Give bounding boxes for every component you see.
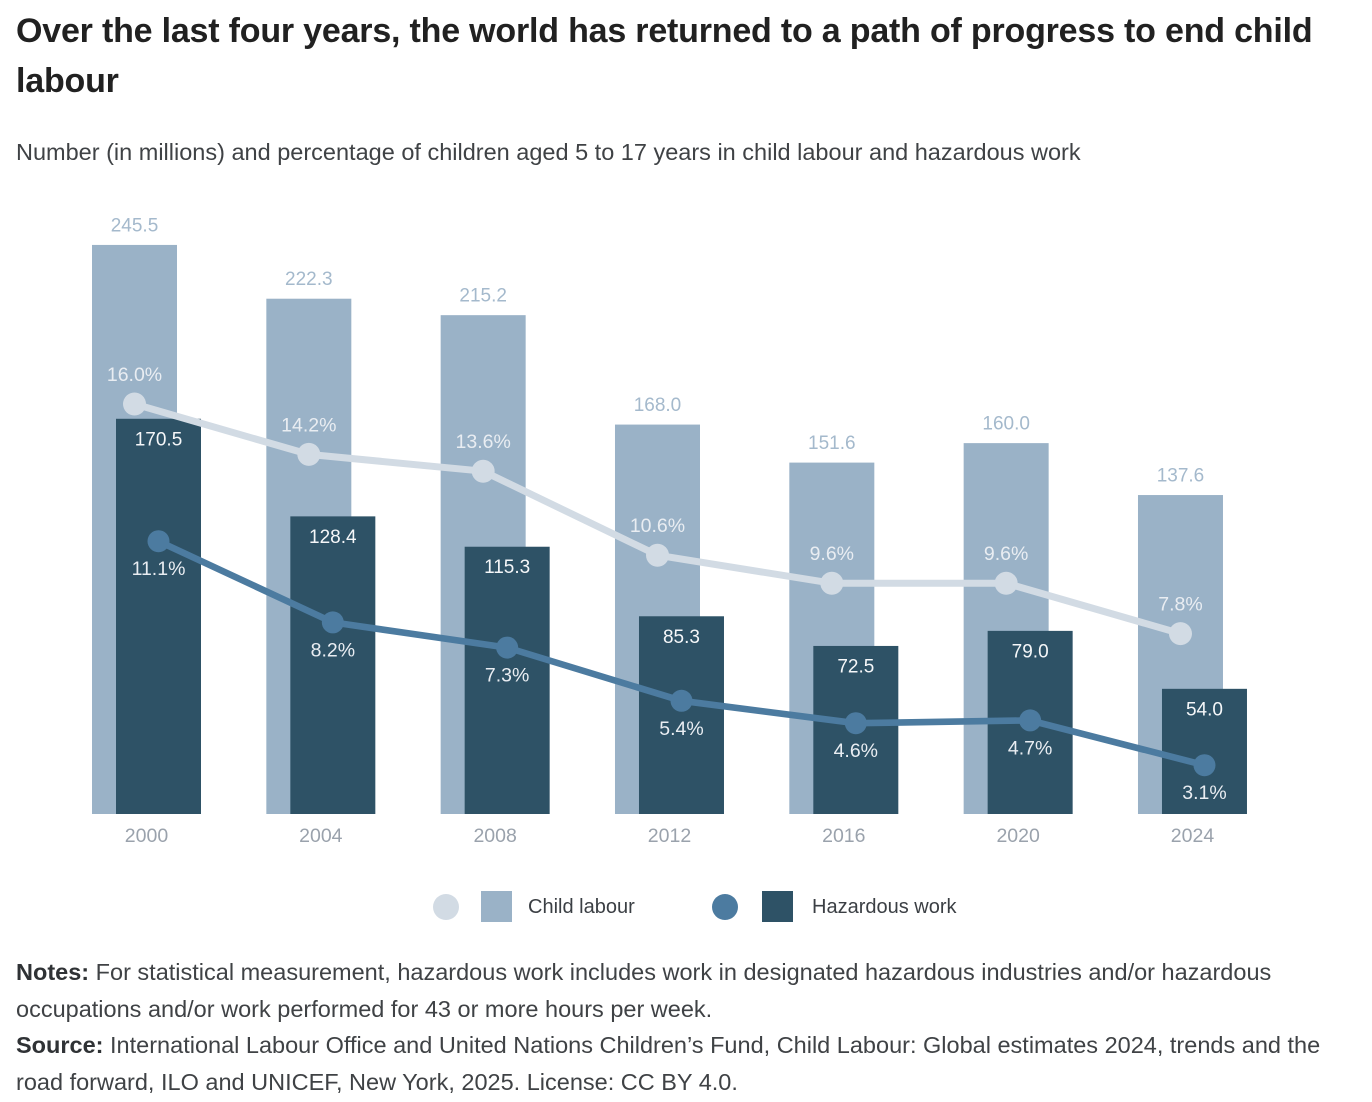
dot-child-labour-2000 <box>123 392 146 416</box>
bar-hazardous-work-2024 <box>1161 688 1247 814</box>
x-axis-label-2008: 2008 <box>473 825 516 847</box>
value-label-hazardous-work-2012: 85.3 <box>663 627 700 648</box>
value-label-child-labour-2016: 151.6 <box>808 433 856 454</box>
dot-child-labour-2020 <box>994 571 1018 595</box>
x-axis-label-2004: 2004 <box>299 825 343 847</box>
x-axis-label-2016: 2016 <box>822 825 865 847</box>
dot-child-labour-2004 <box>297 442 321 466</box>
pct-label-hazardous-work-2004: 8.2% <box>311 639 355 661</box>
notes-text: For statistical measurement, hazardous w… <box>16 959 1272 1022</box>
dot-hazardous-work-2000 <box>147 530 170 553</box>
pct-label-child-labour-2004: 14.2% <box>281 414 336 436</box>
legend-hazardous-work-bar-swatch <box>762 891 793 922</box>
value-label-child-labour-2024: 137.6 <box>1157 466 1205 487</box>
pct-label-hazardous-work-2024: 3.1% <box>1182 782 1226 804</box>
x-axis-label-2020: 2020 <box>996 825 1040 847</box>
value-label-hazardous-work-2020: 79.0 <box>1012 641 1049 662</box>
value-label-child-labour-2004: 222.3 <box>285 269 333 290</box>
figure-title: Over the last four years, the world has … <box>16 12 1313 100</box>
bar-hazardous-work-2012 <box>638 616 724 814</box>
dot-child-labour-2024 <box>1168 622 1192 646</box>
dot-hazardous-work-2020 <box>1019 709 1042 732</box>
pct-label-child-labour-2012: 10.6% <box>630 515 685 537</box>
pct-label-child-labour-2016: 9.6% <box>810 543 854 565</box>
bar-hazardous-work-2008 <box>464 546 550 814</box>
dot-hazardous-work-2024 <box>1193 754 1216 777</box>
value-label-child-labour-2020: 160.0 <box>982 414 1030 435</box>
bar-hazardous-work-2000 <box>116 418 201 814</box>
dot-child-labour-2016 <box>820 571 844 595</box>
pct-label-hazardous-work-2016: 4.6% <box>834 740 878 762</box>
pct-label-child-labour-2000: 16.0% <box>107 364 162 386</box>
value-label-child-labour-2008: 215.2 <box>459 286 507 307</box>
value-label-hazardous-work-2004: 128.4 <box>309 527 357 548</box>
notes-paragraph: Notes: For statistical measurement, haza… <box>16 954 1368 1027</box>
dot-hazardous-work-2016 <box>844 712 867 735</box>
pct-label-child-labour-2008: 13.6% <box>456 431 511 453</box>
dot-child-labour-2012 <box>645 543 669 567</box>
x-axis-label-2024: 2024 <box>1171 825 1215 847</box>
legend-child-labour-line-marker <box>433 894 459 920</box>
legend-hazardous-work-label: Hazardous work <box>812 896 957 918</box>
dot-child-labour-2008 <box>471 459 495 483</box>
pct-label-child-labour-2020: 9.6% <box>984 543 1028 565</box>
source-paragraph: Source: International Labour Office and … <box>16 1027 1368 1100</box>
dot-hazardous-work-2004 <box>321 611 344 634</box>
legend-child-labour-bar-swatch <box>481 891 512 922</box>
legend-hazardous-work-line-marker <box>712 894 738 920</box>
value-label-hazardous-work-2024: 54.0 <box>1186 699 1223 720</box>
pct-label-hazardous-work-2008: 7.3% <box>485 665 529 687</box>
value-label-hazardous-work-2000: 170.5 <box>135 429 183 450</box>
x-axis-label-2012: 2012 <box>648 825 691 847</box>
value-label-child-labour-2012: 168.0 <box>634 395 682 416</box>
value-label-hazardous-work-2016: 72.5 <box>837 656 874 677</box>
pct-label-hazardous-work-2012: 5.4% <box>659 718 703 740</box>
figure-subtitle: Number (in millions) and percentage of c… <box>16 139 1081 165</box>
x-axis-label-2000: 2000 <box>125 825 169 847</box>
dot-hazardous-work-2008 <box>496 636 519 659</box>
pct-label-hazardous-work-2000: 11.1% <box>132 558 186 580</box>
value-label-child-labour-2000: 245.5 <box>111 215 159 236</box>
source-label: Source: <box>16 1032 104 1058</box>
value-label-hazardous-work-2008: 115.3 <box>484 557 530 578</box>
pct-label-hazardous-work-2020: 4.7% <box>1008 737 1052 759</box>
bar-hazardous-work-2004 <box>290 516 376 814</box>
source-text: International Labour Office and United N… <box>16 1032 1321 1095</box>
pct-label-child-labour-2024: 7.8% <box>1158 594 1202 616</box>
dot-hazardous-work-2012 <box>670 689 693 712</box>
notes-label: Notes: <box>16 959 90 985</box>
legend-child-labour-label: Child labour <box>528 896 635 918</box>
figure-footnotes: Notes: For statistical measurement, haza… <box>16 954 1368 1100</box>
